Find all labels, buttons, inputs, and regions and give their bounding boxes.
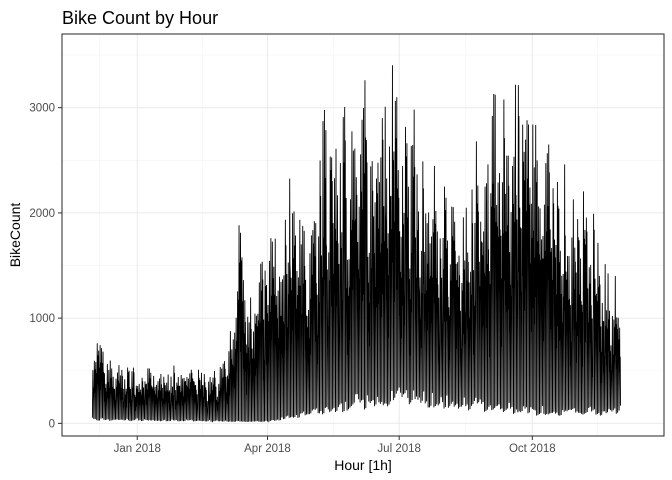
- y-axis: 0 1000 2000 3000: [29, 103, 62, 430]
- y-tick-label: 3000: [29, 103, 55, 115]
- x-tick-label: Oct 2018: [509, 443, 556, 455]
- series-layer: [91, 65, 621, 423]
- x-tick-label: Apr 2018: [244, 443, 291, 455]
- plot-frame: [61, 33, 665, 437]
- chart-title: Bike Count by Hour: [62, 8, 218, 28]
- y-tick-label: 0: [49, 418, 55, 430]
- x-axis-title: Hour [1h]: [334, 457, 392, 473]
- x-tick-label: Jan 2018: [114, 443, 161, 455]
- y-axis-title: BikeCount: [7, 203, 23, 268]
- y-tick-label: 2000: [29, 208, 55, 220]
- bike-count-series-line: [91, 65, 621, 423]
- x-tick-label: Jul 2018: [377, 443, 420, 455]
- y-tick-label: 1000: [29, 313, 55, 325]
- x-axis: Jan 2018 Apr 2018 Jul 2018 Oct 2018: [114, 436, 556, 455]
